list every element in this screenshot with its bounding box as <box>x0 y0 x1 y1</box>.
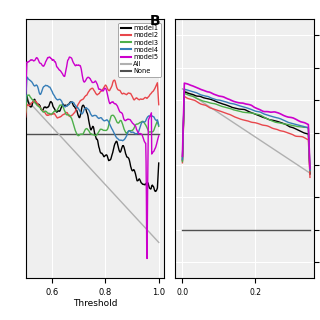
Text: B: B <box>150 14 161 28</box>
Legend: model1, model2, model3, model4, model5, All, None: model1, model2, model3, model4, model5, … <box>118 22 161 77</box>
X-axis label: Threshold: Threshold <box>73 299 117 308</box>
